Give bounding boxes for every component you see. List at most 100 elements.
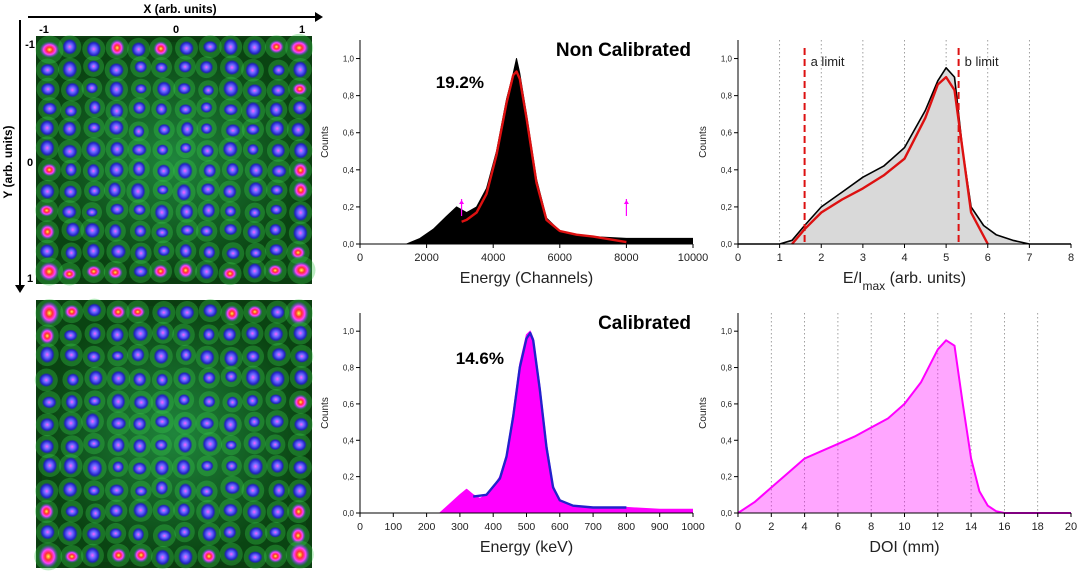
flood-spot — [176, 458, 191, 476]
flood-spot — [156, 305, 172, 320]
flood-spot — [88, 184, 101, 197]
x-axis-label-part: E/I — [843, 270, 863, 287]
flood-spot — [132, 160, 146, 177]
b-limit-label: b limit — [965, 54, 999, 69]
flood-spot — [108, 161, 125, 178]
flood-spot — [272, 482, 286, 499]
flood-spot — [268, 526, 282, 538]
flood-map-axes: X (arb. units) -1 0 1 Y (arb. units) -1 … — [1, 2, 323, 293]
flood-spot — [154, 203, 170, 221]
flood-spot — [223, 349, 239, 368]
flood-spot — [156, 81, 172, 97]
flood-spot — [156, 184, 169, 195]
flood-spot — [293, 181, 309, 199]
flood-spot — [245, 326, 260, 341]
flood-spot — [269, 223, 282, 237]
flood-spot — [39, 139, 55, 157]
flood-spot — [86, 303, 102, 317]
flood-spot — [132, 461, 148, 476]
flood-spot — [200, 182, 216, 196]
flood-spot — [134, 60, 148, 74]
flood-spot — [201, 526, 217, 542]
y-tick-label: 0,6 — [721, 400, 733, 409]
flood-spot — [294, 349, 310, 363]
flood-spot — [132, 101, 147, 115]
y-tick-label: 0,8 — [721, 92, 733, 101]
flood-spot — [177, 82, 192, 95]
series-line-fit — [473, 331, 627, 509]
x-tick-label: 0 — [357, 252, 363, 264]
flood-spot — [268, 40, 284, 54]
flood-spot — [86, 458, 103, 478]
flood-spot — [200, 122, 213, 135]
flood-spot — [270, 84, 286, 97]
x-tick-label: 0 — [735, 252, 741, 264]
flood-spot — [109, 503, 124, 518]
flood-spot — [39, 439, 55, 454]
flood-spot — [107, 181, 122, 198]
flood-spot — [64, 245, 78, 260]
flood-spot — [39, 262, 60, 282]
flood-spot — [289, 39, 310, 56]
flood-spot — [292, 224, 308, 242]
flood-spot — [155, 373, 169, 387]
x-tick-label: 10 — [898, 521, 910, 533]
flood-spot — [290, 121, 306, 138]
flood-spot — [222, 503, 239, 518]
x-tick-label: 1 — [777, 252, 783, 264]
flood-spot — [86, 350, 101, 363]
flood-spot — [248, 207, 261, 219]
flood-spot — [154, 459, 170, 477]
flood-spot — [222, 141, 238, 158]
flood-spot — [110, 327, 125, 343]
x-tick-label: 400 — [484, 521, 502, 533]
y-tick-label: 0,0 — [721, 509, 733, 518]
flood-spot — [88, 369, 104, 387]
flood-spot — [109, 527, 123, 539]
flood-spot — [269, 370, 286, 388]
a-limit-label: a limit — [811, 54, 845, 69]
flood-spot — [134, 83, 148, 94]
flood-spot — [108, 62, 125, 78]
y-axis-label: Counts — [698, 126, 709, 158]
flood-spot — [39, 482, 55, 500]
flood-spot — [270, 504, 285, 520]
flood-spot — [65, 82, 80, 98]
x-tick-label: 2000 — [414, 252, 438, 264]
x-tick-label: 900 — [651, 521, 669, 533]
flood-spot — [156, 529, 172, 542]
flood-spot — [109, 141, 125, 158]
flood-spot — [199, 417, 215, 430]
flood-spot — [249, 247, 263, 259]
flood-spot — [200, 460, 214, 472]
flood-spot — [202, 245, 216, 259]
flood-spot — [293, 417, 309, 432]
flood-spot — [131, 143, 147, 157]
flood-spot — [292, 162, 308, 179]
flood-spot — [222, 80, 239, 98]
flood-spot — [41, 163, 57, 177]
flood-spot — [84, 222, 101, 239]
flood-spot — [111, 437, 126, 453]
flood-y-axis-title: Y (arb. units) — [1, 125, 15, 198]
flood-spot — [225, 460, 238, 472]
flood-spot — [201, 548, 217, 564]
flood-spot — [225, 440, 238, 451]
flood-spot — [109, 203, 125, 216]
y-axis-label: Counts — [320, 397, 331, 429]
x-tick-label: 7 — [1026, 252, 1032, 264]
flood-spot — [224, 480, 241, 495]
flood-spot — [224, 205, 237, 218]
x-tick-label: 200 — [418, 521, 436, 533]
flood-spot — [38, 503, 54, 520]
x-axis-label-sub: max — [862, 279, 885, 293]
x-axis-label: Energy (keV) — [480, 539, 573, 556]
y-tick-label: 0,8 — [343, 92, 355, 101]
flood-spot — [177, 161, 193, 180]
flood-spot — [64, 348, 79, 362]
flood-spot — [64, 162, 78, 177]
chart-doi-calibrated: 0 2 4 6 8 10 12 14 16 18 20 0,0 0,2 0,4 0,6 0,8 1,0 DOI (… — [698, 313, 1077, 556]
flood-glow — [42, 306, 306, 562]
flood-spot — [292, 325, 308, 342]
flood-spot — [267, 264, 283, 277]
